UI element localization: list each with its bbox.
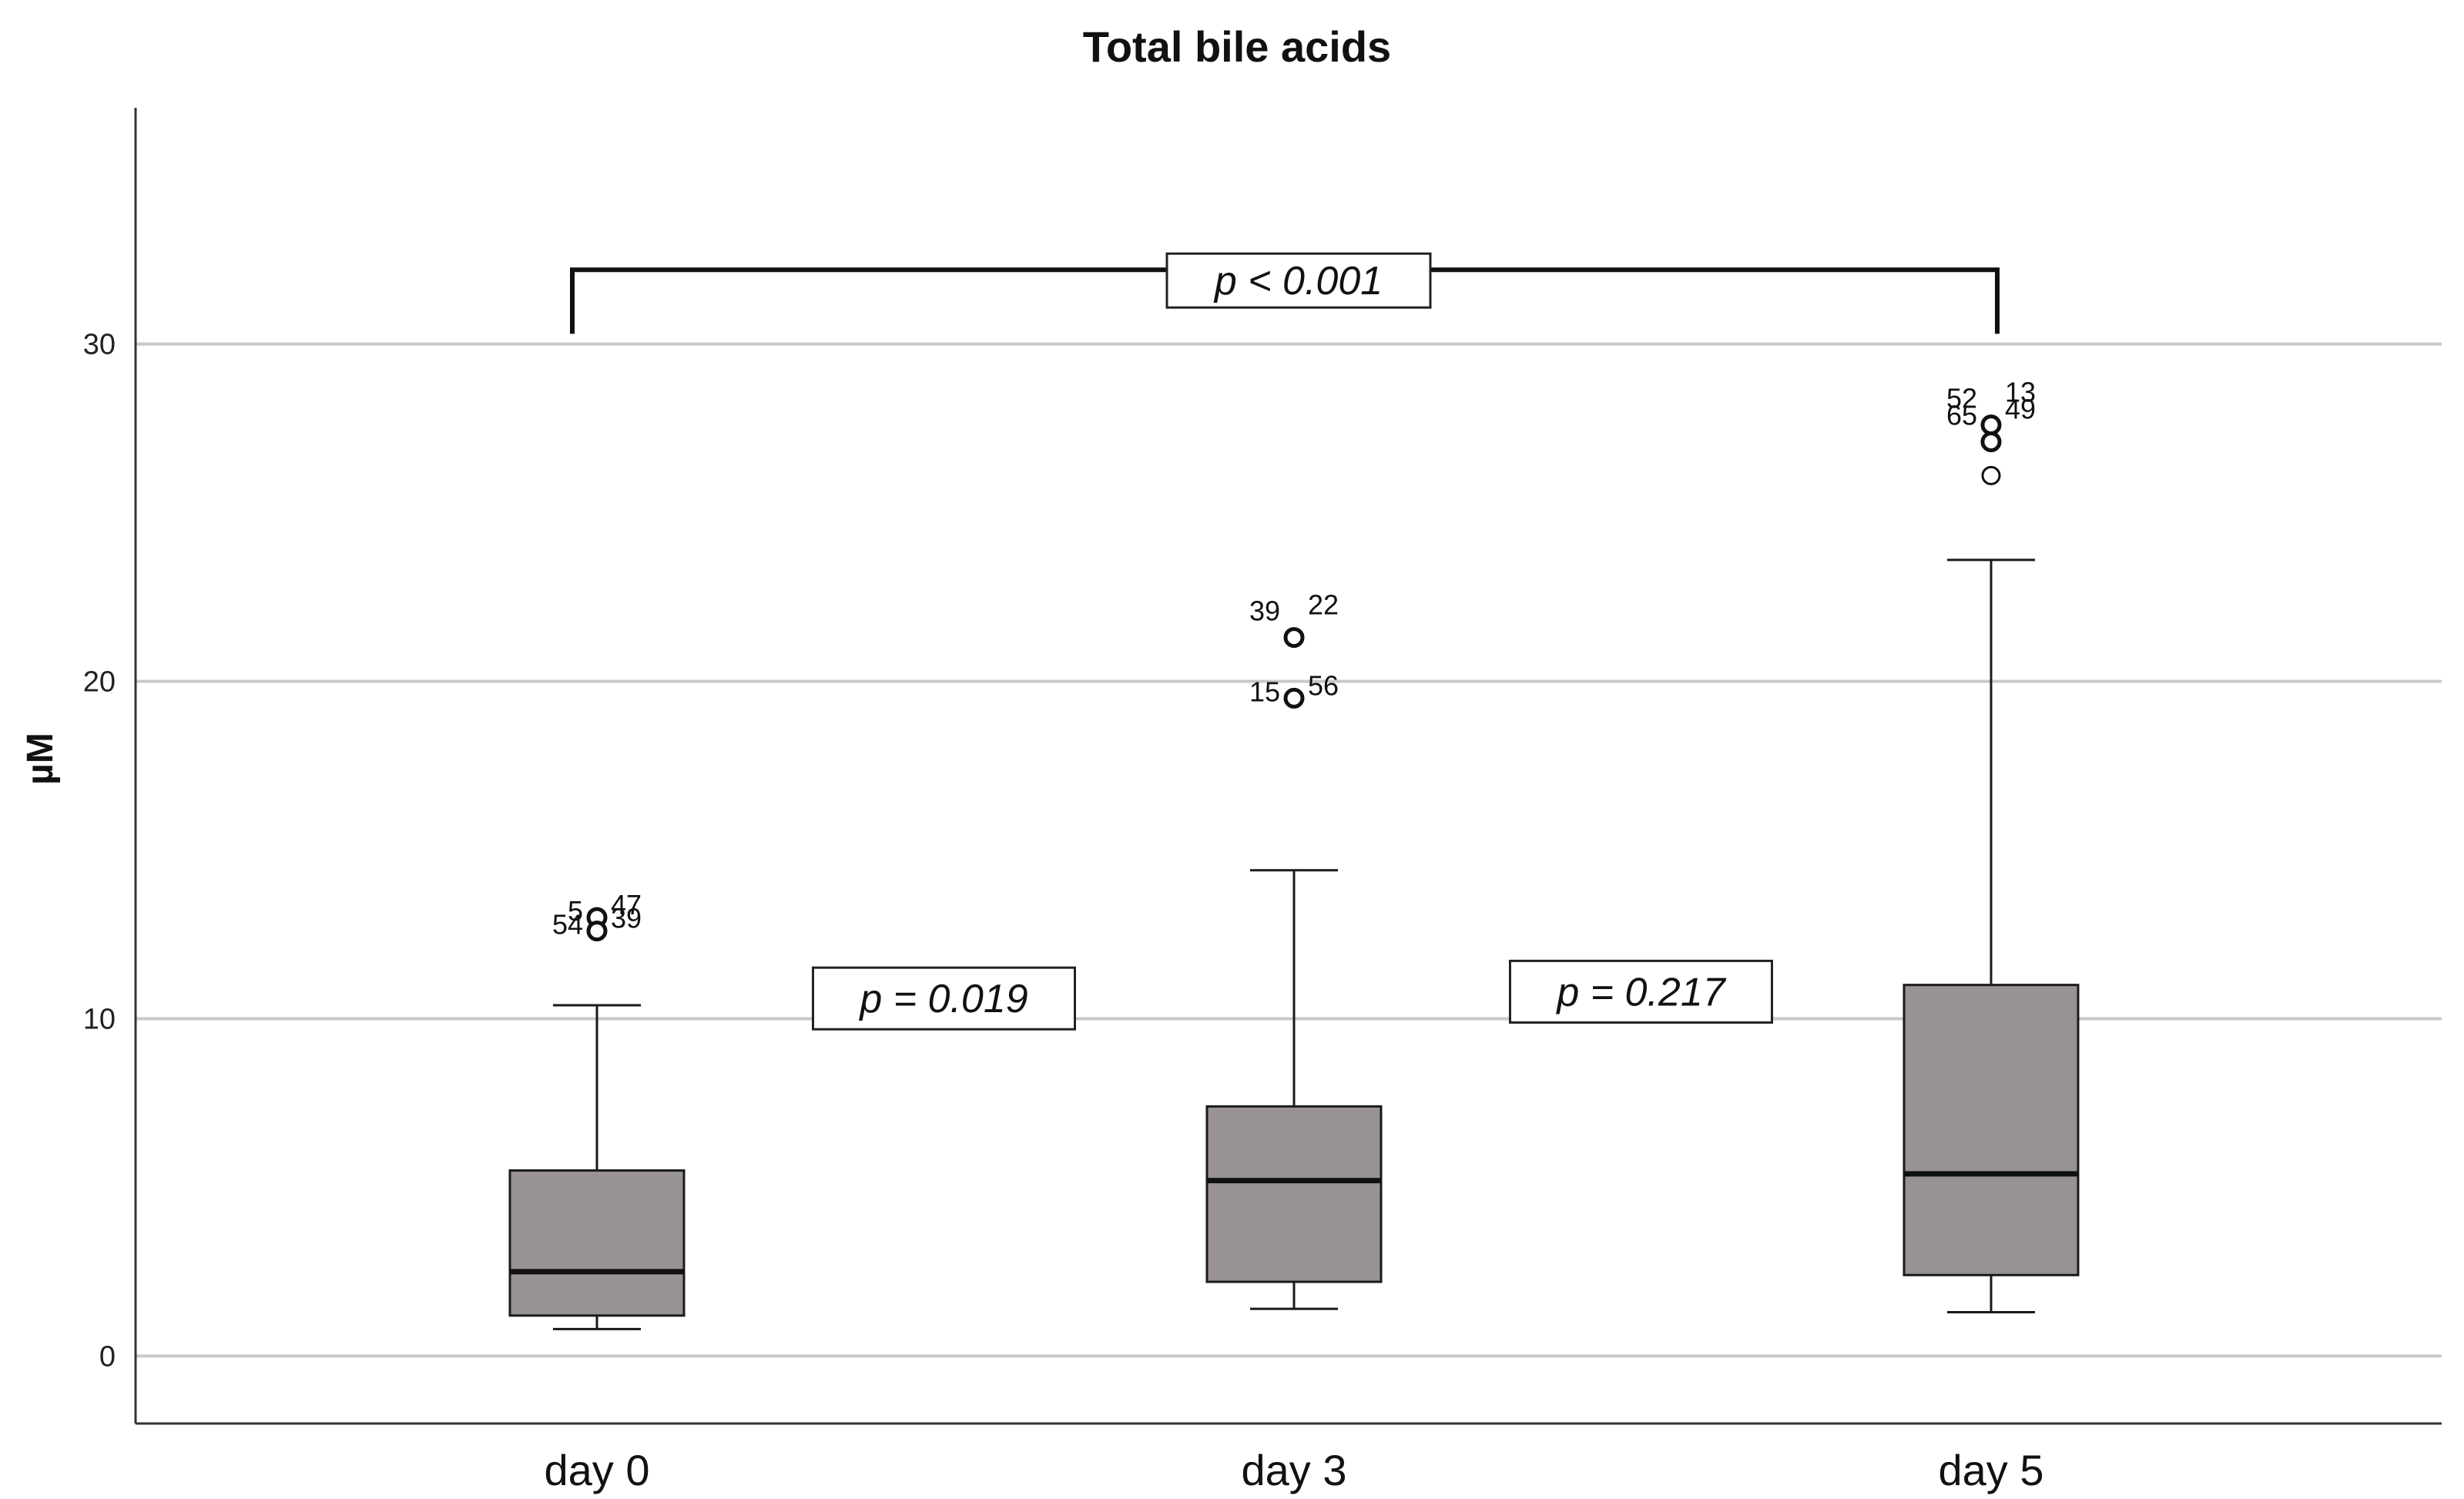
p-value-annotation: p < 0.001 <box>1165 252 1432 309</box>
p-value-box <box>812 966 1076 1031</box>
annotations: p = 0.019 p = 0.217 p < 0.001 <box>570 252 2000 1031</box>
p-value-text: p = 0.217 <box>1555 970 1726 1014</box>
p-value-box <box>1509 959 1773 1024</box>
p-value-text: p = 0.019 <box>858 977 1028 1021</box>
y-tick-label: 0 <box>99 1340 116 1373</box>
outlier-label: 15 <box>1249 676 1280 707</box>
box-group: 39 22 15 56 <box>1205 589 1383 1310</box>
outlier-point <box>1283 687 1305 709</box>
outlier-label: 22 <box>1308 589 1339 621</box>
outlier-label: 47 <box>611 889 642 921</box>
outlier-point <box>586 921 608 942</box>
outlier-point <box>1981 465 2001 485</box>
outlier-point <box>1980 431 2002 453</box>
x-tick-label: day 0 <box>545 1446 650 1494</box>
box-group: 5 47 54 39 <box>508 889 686 1330</box>
box-iqr <box>508 1169 686 1317</box>
outlier-label: 13 <box>2005 377 2036 408</box>
outlier-point <box>1283 627 1305 649</box>
chart-title: Total bile acids <box>1083 22 1391 71</box>
p-value-box <box>1165 252 1432 309</box>
outlier-label: 52 <box>1946 383 1977 414</box>
outlier-label: 56 <box>1308 669 1339 701</box>
box-iqr <box>1205 1105 1383 1283</box>
outlier-label: 5 <box>568 895 583 927</box>
boxes: 5 47 54 39 39 22 15 56 52 13 65 49 <box>508 377 2080 1330</box>
outlier-label: 49 <box>2005 394 2036 425</box>
y-axis-label: µM <box>20 733 61 785</box>
axes <box>134 108 2442 1425</box>
p-value-annotation: p = 0.217 <box>1509 959 1773 1024</box>
outlier-label: 39 <box>1249 595 1280 627</box>
y-tick-label: 10 <box>83 1003 116 1035</box>
x-tick-label: day 5 <box>1939 1446 2044 1494</box>
outlier-label: 39 <box>611 903 642 934</box>
tick-labels: 0 10 20 30 day 0 day 3 day 5 <box>83 329 2044 1494</box>
p-value-text: p < 0.001 <box>1213 259 1383 303</box>
y-tick-label: 20 <box>83 666 116 699</box>
y-tick-label: 30 <box>83 329 116 361</box>
outlier-label: 54 <box>552 909 583 941</box>
outlier-point <box>1980 414 2002 436</box>
box-group: 52 13 65 49 <box>1902 377 2080 1313</box>
box-iqr <box>1902 984 2080 1276</box>
outlier-label: 65 <box>1946 400 1977 431</box>
p-value-annotation: p = 0.019 <box>812 966 1076 1031</box>
x-tick-label: day 3 <box>1242 1446 1347 1494</box>
